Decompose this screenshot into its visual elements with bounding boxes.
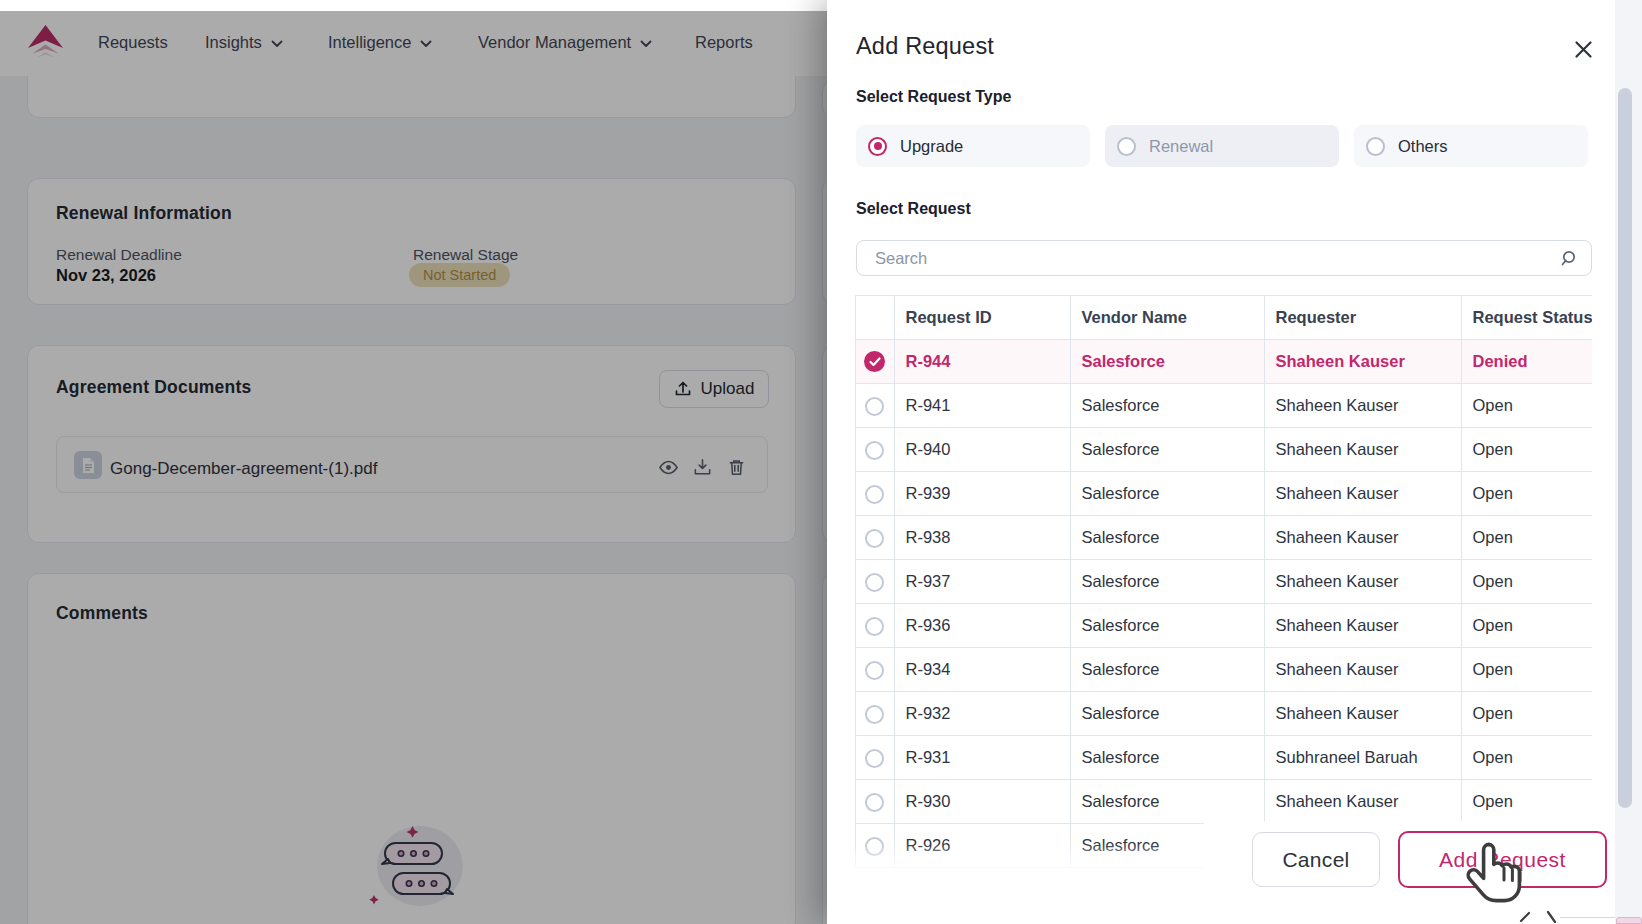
cell-requester: Shaheen Kauser xyxy=(1264,384,1461,428)
click-effect-marks xyxy=(1517,905,1565,924)
table-row[interactable]: R-931SalesforceSubhraneel BaruahOpen xyxy=(856,736,1592,780)
close-icon[interactable] xyxy=(1574,40,1593,59)
drawer-title: Add Request xyxy=(856,33,994,60)
select-request-type-label: Select Request Type xyxy=(856,88,1011,106)
cell-requester: Shaheen Kauser xyxy=(1264,560,1461,604)
cell-request-id: R-939 xyxy=(894,472,1070,516)
cell-request-id: R-940 xyxy=(894,428,1070,472)
row-radio-selected[interactable] xyxy=(856,340,894,384)
radio-icon[interactable] xyxy=(1117,137,1136,156)
cell-vendor-name: Salesforce xyxy=(1070,648,1264,692)
request-type-option-upgrade[interactable]: Upgrade xyxy=(856,125,1090,167)
cell-request-id: R-944 xyxy=(894,340,1070,384)
cell-vendor-name: Salesforce xyxy=(1070,736,1264,780)
cell-request-id: R-938 xyxy=(894,516,1070,560)
request-table[interactable]: Request IDVendor NameRequesterRequest St… xyxy=(855,295,1592,868)
row-radio[interactable] xyxy=(856,604,894,648)
table-row[interactable]: R-934SalesforceShaheen KauserOpen xyxy=(856,648,1592,692)
column-header: Request Status xyxy=(1461,296,1592,340)
row-radio[interactable] xyxy=(856,428,894,472)
cell-request-id: R-936 xyxy=(894,604,1070,648)
table-row[interactable]: R-939SalesforceShaheen KauserOpen xyxy=(856,472,1592,516)
column-header: Vendor Name xyxy=(1070,296,1264,340)
cell-vendor-name: Salesforce xyxy=(1070,384,1264,428)
search-input[interactable] xyxy=(856,240,1592,276)
cell-requester: Shaheen Kauser xyxy=(1264,780,1461,824)
cancel-button[interactable]: Cancel xyxy=(1252,832,1380,887)
cell-request-status: Open xyxy=(1461,780,1592,824)
cell-request-id: R-931 xyxy=(894,736,1070,780)
table-row[interactable]: R-938SalesforceShaheen KauserOpen xyxy=(856,516,1592,560)
select-request-label: Select Request xyxy=(856,200,971,218)
cell-request-status: Open xyxy=(1461,692,1592,736)
cell-request-id: R-941 xyxy=(894,384,1070,428)
table-row[interactable]: R-940SalesforceShaheen KauserOpen xyxy=(856,428,1592,472)
cell-vendor-name: Salesforce xyxy=(1070,428,1264,472)
cell-requester: Shaheen Kauser xyxy=(1264,692,1461,736)
cell-requester: Shaheen Kauser xyxy=(1264,604,1461,648)
cell-request-status: Denied xyxy=(1461,340,1592,384)
radio-selected-icon[interactable] xyxy=(868,137,887,156)
scrollbar-thumb[interactable] xyxy=(1618,88,1632,808)
cell-request-status: Open xyxy=(1461,736,1592,780)
request-type-options: Upgrade Renewal Others xyxy=(856,125,1588,167)
table-row[interactable]: R-944SalesforceShaheen KauserDenied xyxy=(856,340,1592,384)
cell-request-status: Open xyxy=(1461,560,1592,604)
request-type-label: Others xyxy=(1398,137,1448,156)
row-radio[interactable] xyxy=(856,560,894,604)
divider-line xyxy=(1560,917,1615,918)
row-radio[interactable] xyxy=(856,780,894,824)
cell-vendor-name: Salesforce xyxy=(1070,604,1264,648)
cell-request-status: Open xyxy=(1461,604,1592,648)
cell-request-id: R-932 xyxy=(894,692,1070,736)
cell-vendor-name: Salesforce xyxy=(1070,560,1264,604)
radio-icon[interactable] xyxy=(1366,137,1385,156)
table-header-row: Request IDVendor NameRequesterRequest St… xyxy=(856,296,1592,340)
cell-requester: Shaheen Kauser xyxy=(1264,428,1461,472)
add-request-drawer: Add Request Select Request Type Upgrade R… xyxy=(827,0,1642,924)
table-row[interactable]: R-930SalesforceShaheen KauserOpen xyxy=(856,780,1592,824)
cell-request-status: Open xyxy=(1461,472,1592,516)
cell-vendor-name: Salesforce xyxy=(1070,692,1264,736)
column-header: Requester xyxy=(1264,296,1461,340)
column-header: Request ID xyxy=(894,296,1070,340)
cell-requester: Shaheen Kauser xyxy=(1264,648,1461,692)
search-field xyxy=(856,240,1592,276)
row-radio[interactable] xyxy=(856,692,894,736)
cell-requester: Shaheen Kauser xyxy=(1264,472,1461,516)
row-radio[interactable] xyxy=(856,648,894,692)
cell-vendor-name: Salesforce xyxy=(1070,516,1264,560)
cell-request-id: R-937 xyxy=(894,560,1070,604)
page: RequestsInsightsIntelligenceVendor Manag… xyxy=(0,0,1642,924)
cell-vendor-name: Salesforce xyxy=(1070,340,1264,384)
row-radio[interactable] xyxy=(856,736,894,780)
table-row[interactable]: R-941SalesforceShaheen KauserOpen xyxy=(856,384,1592,428)
request-type-option-others[interactable]: Others xyxy=(1354,125,1588,167)
table-row[interactable]: R-936SalesforceShaheen KauserOpen xyxy=(856,604,1592,648)
cell-requester: Shaheen Kauser xyxy=(1264,516,1461,560)
cell-vendor-name: Salesforce xyxy=(1070,780,1264,824)
table-row[interactable]: R-937SalesforceShaheen KauserOpen xyxy=(856,560,1592,604)
cell-request-id: R-934 xyxy=(894,648,1070,692)
cell-requester: Shaheen Kauser xyxy=(1264,340,1461,384)
row-radio[interactable] xyxy=(856,384,894,428)
cell-request-status: Open xyxy=(1461,428,1592,472)
row-radio[interactable] xyxy=(856,472,894,516)
request-type-label: Upgrade xyxy=(900,137,963,156)
cell-vendor-name: Salesforce xyxy=(1070,472,1264,516)
cell-request-status: Open xyxy=(1461,384,1592,428)
corner-element xyxy=(1616,917,1642,924)
request-type-label: Renewal xyxy=(1149,137,1213,156)
row-radio[interactable] xyxy=(856,516,894,560)
cell-request-status: Open xyxy=(1461,648,1592,692)
cell-requester: Subhraneel Baruah xyxy=(1264,736,1461,780)
cell-request-id: R-930 xyxy=(894,780,1070,824)
cell-request-status: Open xyxy=(1461,516,1592,560)
table-row[interactable]: R-932SalesforceShaheen KauserOpen xyxy=(856,692,1592,736)
search-icon xyxy=(1560,249,1579,272)
request-type-option-renewal[interactable]: Renewal xyxy=(1105,125,1339,167)
